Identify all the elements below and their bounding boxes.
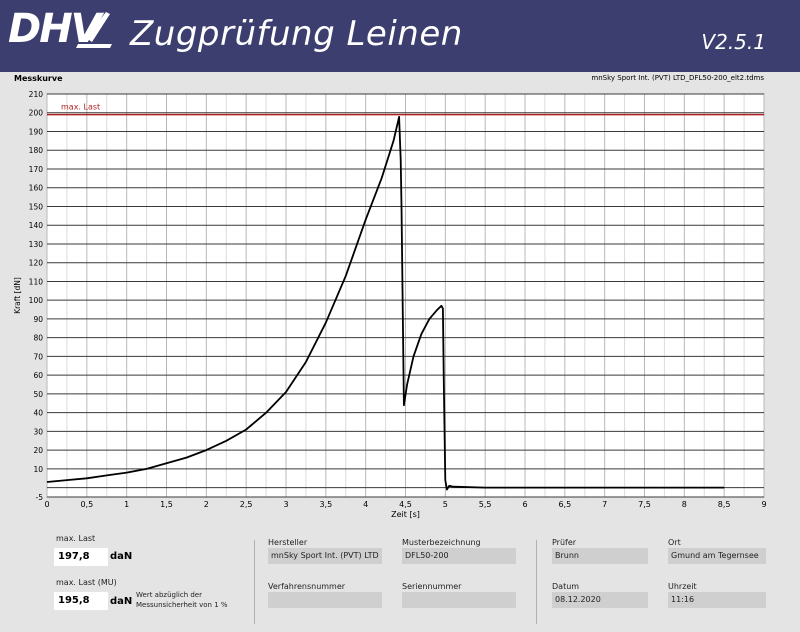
musterbez-field: DFL50-200 (402, 548, 516, 564)
force-time-chart: 0 0,5 1 1,5 2 2,5 3 3,5 4 4,5 5 5,5 6 6,5 7 7,5 8 8,5 9 -5 1… (13, 90, 767, 519)
datum-field: 08.12.2020 (552, 592, 648, 608)
ort-field: Gmund am Tegernsee (668, 548, 766, 564)
x-tick-label: 9 (761, 500, 766, 509)
y-tick-label: 170 (29, 165, 44, 174)
x-tick-label: 8 (682, 500, 687, 509)
y-tick-label: 110 (29, 277, 44, 286)
x-tick-label: 5,5 (479, 500, 492, 509)
y-tick-label: 70 (33, 352, 43, 361)
uhrzeit-label: Uhrzeit (668, 582, 697, 591)
musterbez-label: Musterbezeichnung (402, 538, 481, 547)
max-last-value: 197,8 (54, 548, 108, 566)
divider-1 (254, 540, 255, 624)
y-tick-label: 60 (33, 371, 43, 380)
uhrzeit-field: 11:16 (668, 592, 766, 608)
y-tick-label: 50 (33, 390, 43, 399)
y-tick-label: 160 (29, 184, 44, 193)
y-tick-label: 40 (33, 409, 43, 418)
x-tick-label: 7,5 (638, 500, 651, 509)
y-tick-label: 10 (33, 465, 43, 474)
x-tick-label: 0 (44, 500, 49, 509)
y-tick-label: 80 (33, 334, 43, 343)
uncertainty-note: Wert abzüglich der Messunsicherheit von … (136, 591, 228, 609)
max-last-label: max. Last (56, 534, 96, 543)
app-header: DHV Zugprüfung Leinen V2.5.1 (0, 0, 800, 72)
x-tick-label: 3,5 (319, 500, 332, 509)
y-tick-label: 30 (33, 427, 43, 436)
y-tick-label: 150 (29, 202, 44, 211)
y-tick-label: 200 (29, 109, 44, 118)
verfahren-field (268, 592, 382, 608)
datum-label: Datum (552, 582, 580, 591)
x-tick-label: 0,5 (80, 500, 93, 509)
logo-swoosh-icon (76, 12, 112, 48)
x-tick-label: 3 (283, 500, 288, 509)
y-tick-label: 210 (29, 90, 44, 99)
pruefer-label: Prüfer (552, 538, 577, 547)
pruefer-field: Brunn (552, 548, 648, 564)
x-tick-label: 1,5 (160, 500, 173, 509)
x-tick-label: 2 (204, 500, 209, 509)
x-tick-label: 6,5 (558, 500, 571, 509)
x-axis-label: Zeit [s] (391, 510, 420, 519)
y-tick-label: 120 (29, 259, 44, 268)
x-tick-label: 6 (522, 500, 527, 509)
force-curve (46, 116, 725, 491)
x-tick-label: 7 (602, 500, 607, 509)
x-tick-label: 4,5 (399, 500, 412, 509)
y-tick-label: 90 (33, 315, 43, 324)
hersteller-field: mnSky Sport Int. (PVT) LTD (268, 548, 382, 564)
max-last-mu-value: 195,8 (54, 592, 108, 610)
y-tick-label: 20 (33, 446, 43, 455)
max-last-line-label: max. Last (61, 103, 100, 112)
y-tick-label: 140 (29, 221, 44, 230)
max-last-mu-unit: daN (110, 596, 133, 607)
verfahren-label: Verfahrensnummer (268, 582, 346, 591)
version-label: V2.5.1 (701, 30, 766, 54)
app-title: Zugprüfung Leinen (130, 14, 463, 54)
serien-label: Seriennummer (402, 582, 462, 591)
serien-field (402, 592, 516, 608)
y-tick-label: 190 (29, 127, 44, 136)
divider-2 (536, 540, 537, 624)
y-axis-label: Kraft [dN] (13, 277, 22, 314)
max-last-mu-label: max. Last (MU) (56, 578, 117, 587)
x-tick-label: 1 (124, 500, 129, 509)
ort-label: Ort (668, 538, 681, 547)
x-tick-label: 8,5 (718, 500, 731, 509)
y-tick-label: 180 (29, 146, 44, 155)
y-tick-label: -5 (36, 493, 44, 502)
x-tick-label: 4 (363, 500, 368, 509)
hersteller-label: Hersteller (268, 538, 308, 547)
plot-title: Messkurve (14, 74, 63, 83)
max-last-unit: daN (110, 551, 133, 562)
file-name: mnSky Sport Int. (PVT) LTD_DFL50-200_elt… (591, 74, 764, 82)
y-tick-label: 130 (29, 240, 44, 249)
x-tick-label: 2,5 (240, 500, 253, 509)
y-tick-label: 100 (29, 296, 44, 305)
x-tick-label: 5 (443, 500, 448, 509)
